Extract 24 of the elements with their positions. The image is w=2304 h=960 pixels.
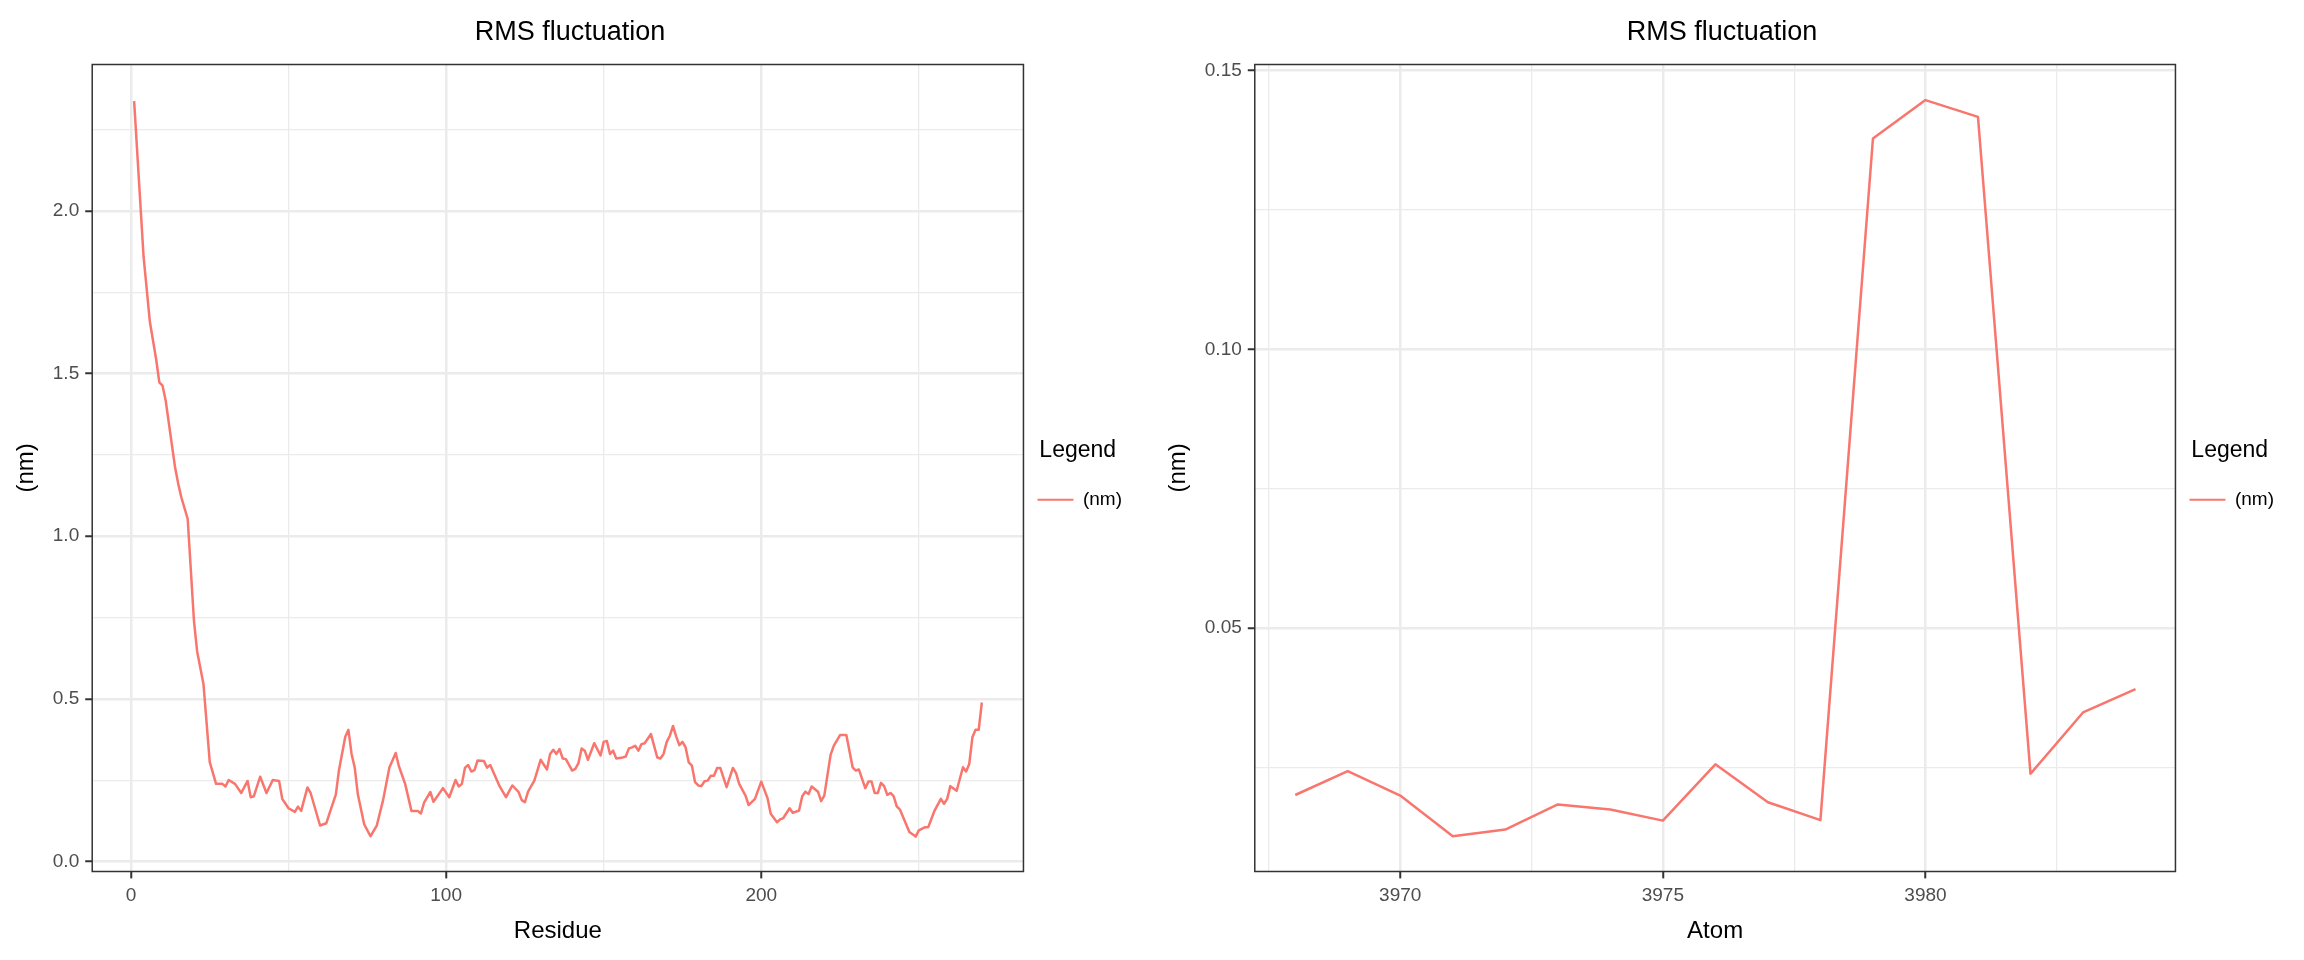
y-axis-title: (nm): [11, 443, 39, 493]
y-tick-label: 0.05: [1204, 616, 1242, 638]
x-tick-label: 0: [125, 884, 137, 906]
x-tick-label: 3975: [1641, 884, 1684, 906]
legend-title: Legend: [1039, 435, 1117, 462]
y-tick-label: 0.0: [52, 849, 80, 871]
x-axis-title: Atom: [1687, 916, 1744, 944]
x-tick-label: 200: [745, 884, 778, 906]
legend-title: Legend: [2191, 435, 2269, 462]
legend-label: (nm): [1082, 488, 1123, 510]
y-tick-label: 0.10: [1204, 337, 1242, 359]
y-tick-label: 1.5: [52, 361, 80, 383]
x-tick-label: 3980: [1904, 884, 1947, 906]
legend-label: (nm): [2234, 488, 2275, 510]
y-axis-title: (nm): [1163, 443, 1191, 493]
y-tick-label: 0.5: [52, 687, 80, 709]
y-tick-label: 2.0: [52, 199, 80, 221]
y-tick-label: 0.15: [1204, 58, 1242, 80]
chart-title: RMS fluctuation: [1626, 15, 1818, 46]
x-axis-title: Residue: [513, 916, 602, 944]
chart-title: RMS fluctuation: [474, 15, 666, 46]
x-tick-label: 100: [430, 884, 462, 906]
x-tick-label: 3970: [1379, 884, 1422, 906]
y-tick-label: 1.0: [52, 524, 80, 546]
